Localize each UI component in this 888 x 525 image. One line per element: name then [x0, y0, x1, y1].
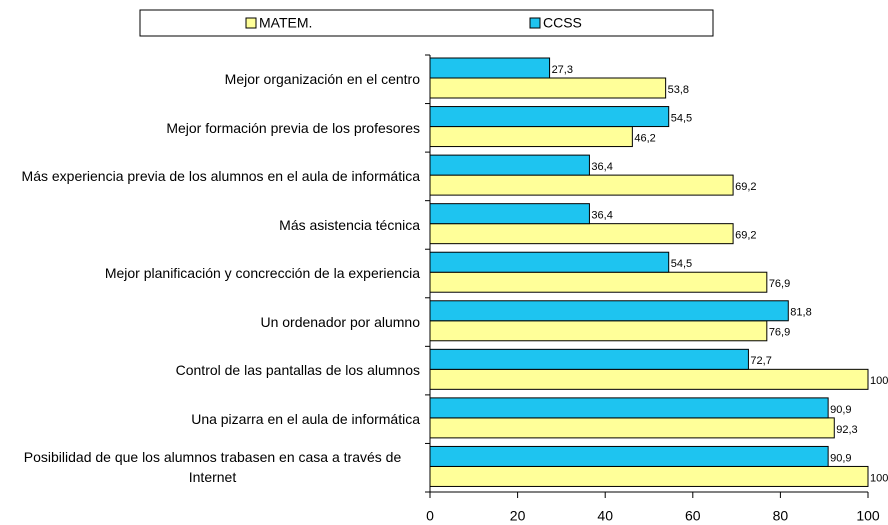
legend-box [139, 9, 714, 37]
category-label-text: Más experiencia previa de los alumnos en… [21, 168, 420, 185]
value-label: 90,9 [830, 452, 851, 464]
value-label: 100 [870, 472, 888, 484]
bar [429, 271, 768, 293]
value-label: 100 [870, 375, 888, 387]
bar [429, 368, 869, 390]
value-label: 27,3 [552, 64, 573, 76]
bar [429, 126, 633, 148]
bar [429, 348, 749, 370]
bar [429, 320, 768, 342]
category-label: Más experiencia previa de los alumnos en… [0, 152, 420, 200]
category-label-text: Mejor planificación y concrección de la … [104, 265, 420, 282]
value-label: 54,5 [671, 258, 692, 270]
value-label: 76,9 [769, 327, 790, 339]
bar [429, 223, 734, 245]
category-label-text: Más asistencia técnica [279, 216, 420, 233]
category-label: Mejor planificación y concrección de la … [0, 249, 420, 297]
bar [429, 154, 590, 176]
value-label: 92,3 [836, 424, 857, 436]
legend-label: CCSS [543, 15, 582, 31]
value-label: 46,2 [634, 132, 655, 144]
value-label: 72,7 [750, 355, 771, 367]
category-label: Control de las pantallas de los alumnos [0, 346, 420, 394]
x-tick-label: 0 [426, 508, 434, 524]
legend-swatch [529, 17, 541, 29]
bar [429, 300, 789, 322]
value-label: 69,2 [735, 181, 756, 193]
category-label-text: Control de las pantallas de los alumnos [175, 362, 420, 379]
value-label: 54,5 [671, 112, 692, 124]
bar [429, 251, 670, 273]
legend-swatch [245, 17, 257, 29]
bar [429, 417, 835, 439]
category-label-text: Posibilidad de que los alumnos trabasen … [23, 449, 402, 486]
value-label: 90,9 [830, 404, 851, 416]
value-label: 81,8 [790, 307, 811, 319]
category-label-text: Una pizarra en el aula de informática [191, 410, 420, 427]
legend-label: MATEM. [259, 15, 312, 31]
category-label: Un ordenador por alumno [0, 298, 420, 346]
x-tick-label: 100 [856, 508, 880, 524]
bar [429, 77, 667, 99]
bar [429, 203, 590, 225]
category-label-text: Mejor formación previa de los profesores [166, 119, 420, 136]
value-label: 36,4 [591, 161, 612, 173]
value-label: 76,9 [769, 278, 790, 290]
value-label: 53,8 [668, 84, 689, 96]
category-label: Mejor formación previa de los profesores [0, 104, 420, 152]
bar [429, 57, 551, 79]
x-tick-label: 40 [597, 508, 613, 524]
category-label: Una pizarra en el aula de informática [0, 395, 420, 443]
category-label: Más asistencia técnica [0, 201, 420, 249]
bar [429, 174, 734, 196]
category-label-text: Un ordenador por alumno [260, 313, 420, 330]
bar [429, 465, 869, 487]
category-label-text: Mejor organización en el centro [224, 71, 420, 87]
x-tick-label: 60 [685, 508, 701, 524]
category-label: Posibilidad de que los alumnos trabasen … [0, 443, 420, 491]
bar [429, 397, 829, 419]
category-label: Mejor organización en el centro [0, 55, 420, 103]
bar [429, 106, 670, 128]
bar [429, 445, 829, 467]
x-tick-label: 20 [510, 508, 526, 524]
x-tick-label: 80 [773, 508, 789, 524]
value-label: 36,4 [591, 210, 612, 222]
value-label: 69,2 [735, 230, 756, 242]
